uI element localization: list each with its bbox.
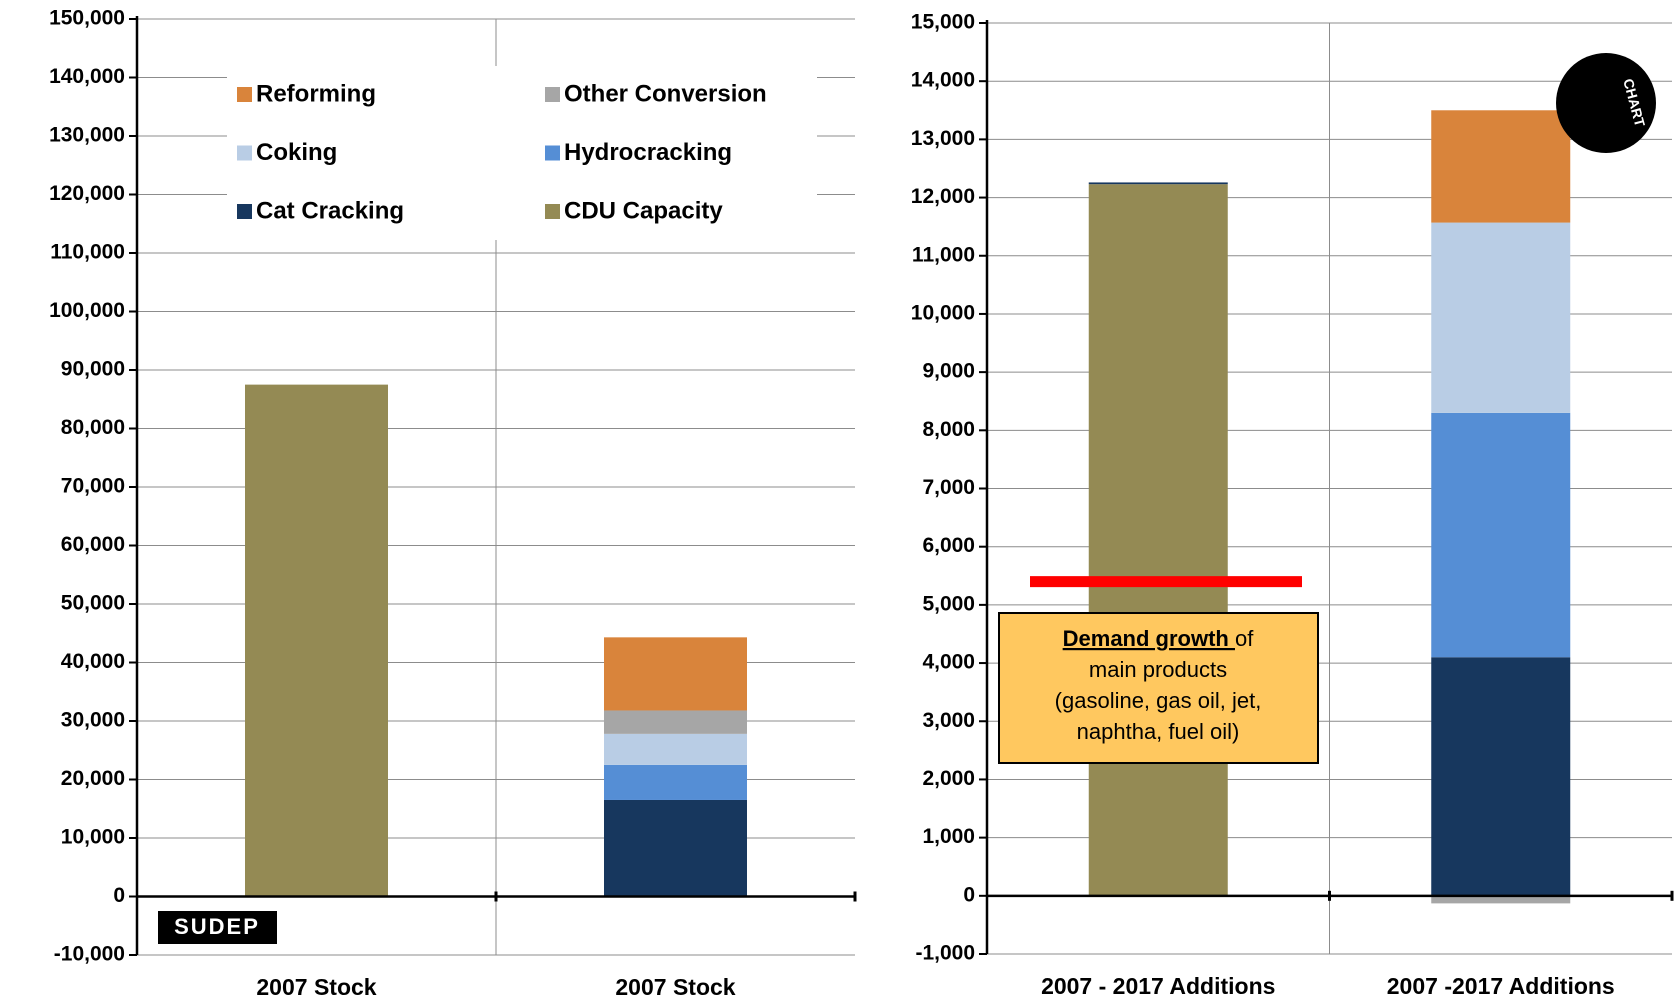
- bar-segment: [1431, 895, 1571, 904]
- bar-segment: [1431, 110, 1571, 223]
- y-tick-label: 40,000: [61, 650, 125, 673]
- y-tick-label: 90,000: [61, 358, 125, 381]
- y-tick-label: 100,000: [49, 299, 125, 322]
- y-tick-label: 0: [113, 884, 125, 907]
- legend-swatch: [545, 145, 560, 161]
- y-tick-label: 3,000: [922, 709, 975, 732]
- x-tick-label: 2007 - 2017 Additions: [1041, 973, 1275, 999]
- x-tick-label: 2007 Stock: [615, 974, 735, 1000]
- bar-segment: [1088, 184, 1228, 896]
- bar-segment: [1088, 182, 1228, 185]
- y-tick-label: 5,000: [922, 592, 975, 615]
- bar-segment: [604, 637, 747, 711]
- bar-segment: [1431, 222, 1571, 413]
- y-tick-label: 10,000: [61, 826, 125, 849]
- legend-swatch: [237, 87, 252, 102]
- bar-segment: [1431, 412, 1571, 658]
- legend-label: Coking: [256, 139, 337, 166]
- annotation-text: naphtha, fuel oil): [1077, 719, 1240, 744]
- legend-label: Reforming: [256, 80, 376, 107]
- bar-segment: [245, 384, 388, 897]
- legend-box: [227, 66, 817, 240]
- logo-text: SUDEP: [174, 914, 260, 939]
- logo-circle: [1556, 53, 1656, 153]
- y-tick-label: 2,000: [922, 767, 975, 790]
- y-tick-label: 9,000: [922, 360, 975, 383]
- y-tick-label: 4,000: [922, 651, 975, 674]
- legend-label: Cat Cracking: [256, 197, 404, 224]
- bar-segment: [604, 710, 747, 734]
- annotation-text: main products: [1089, 657, 1227, 682]
- y-tick-label: 150,000: [49, 7, 125, 30]
- y-tick-label: 140,000: [49, 65, 125, 88]
- y-tick-label: 130,000: [49, 124, 125, 147]
- y-tick-label: 8,000: [922, 418, 975, 441]
- logo-box: [158, 911, 277, 944]
- y-tick-label: 7,000: [922, 476, 975, 499]
- y-tick-label: 1,000: [922, 825, 975, 848]
- y-tick-label: -10,000: [54, 943, 125, 966]
- legend-swatch: [237, 204, 252, 219]
- annotation-box: [998, 612, 1319, 764]
- x-tick-label: 2007 -2017 Additions: [1387, 973, 1615, 999]
- bar-segment: [604, 733, 747, 765]
- y-tick-label: 11,000: [912, 243, 975, 266]
- y-tick-label: 12,000: [911, 185, 975, 208]
- bar-segment: [604, 799, 747, 897]
- y-tick-label: 13,000: [911, 127, 975, 150]
- y-tick-label: 20,000: [61, 767, 125, 790]
- y-tick-label: 60,000: [61, 533, 125, 556]
- legend-swatch: [545, 204, 560, 219]
- y-tick-label: 0: [963, 883, 975, 906]
- legend-label: Other Conversion: [564, 80, 767, 107]
- y-tick-label: 6,000: [922, 534, 975, 557]
- x-tick-label: 2007 Stock: [256, 974, 376, 1000]
- bar-segment: [604, 764, 747, 800]
- y-tick-label: 50,000: [61, 592, 125, 615]
- y-tick-label: 30,000: [61, 709, 125, 732]
- annotation-first-line: Demand growth of: [1063, 626, 1255, 651]
- y-tick-label: -1,000: [915, 942, 975, 965]
- legend-label: CDU Capacity: [564, 197, 723, 224]
- y-tick-label: 15,000: [911, 11, 975, 34]
- y-tick-label: 14,000: [911, 69, 975, 92]
- annotation-text: of: [1235, 626, 1254, 651]
- annotation-text: (gasoline, gas oil, jet,: [1055, 688, 1262, 713]
- y-tick-label: 10,000: [911, 301, 975, 324]
- y-tick-label: 80,000: [61, 416, 125, 439]
- y-tick-label: 110,000: [50, 241, 125, 264]
- legend-swatch: [237, 145, 252, 161]
- legend-label: Hydrocracking: [564, 139, 732, 166]
- y-tick-label: 70,000: [61, 475, 125, 498]
- legend-swatch: [545, 87, 560, 102]
- annotation-bold: Demand growth: [1063, 626, 1235, 651]
- y-tick-label: 120,000: [49, 182, 125, 205]
- bar-segment: [1431, 657, 1571, 896]
